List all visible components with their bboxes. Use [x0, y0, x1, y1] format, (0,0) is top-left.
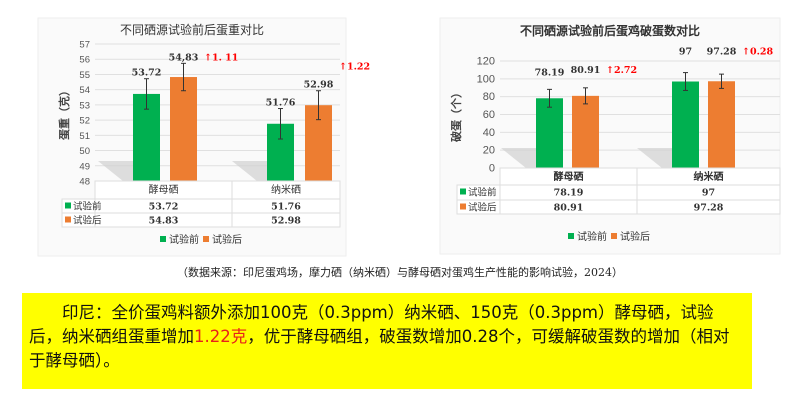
y-tick-label: 57	[79, 40, 90, 51]
increase-annotation: ↑1. 11	[204, 52, 238, 63]
table-cell: 97	[702, 188, 715, 199]
legend-key	[460, 203, 466, 210]
bar-shadow	[501, 148, 536, 168]
category-label: 纳米硒	[271, 183, 301, 196]
table-cell: 78.19	[554, 188, 584, 199]
legend-key	[65, 202, 71, 209]
category-label: 酵母硒	[554, 170, 584, 183]
y-axis-label: 破蛋（个）	[449, 87, 463, 142]
bar-shadow	[637, 148, 672, 168]
y-tick-label: 0	[489, 163, 495, 175]
bar-shadow	[98, 161, 133, 181]
data-label: 80.91	[571, 65, 601, 76]
y-tick-label: 60	[483, 109, 495, 121]
y-tick-label: 48	[79, 177, 90, 188]
summary-note: 印尼：全价蛋鸡料额外添加100克（0.3ppm）纳米硒、150克（0.3ppm）…	[22, 293, 752, 389]
row-label: 试验后	[468, 202, 497, 214]
data-label: 53.72	[132, 68, 162, 79]
category-label: 酵母硒	[149, 184, 179, 196]
legend-label: 试验前	[577, 230, 607, 243]
table-cell: 51.76	[271, 202, 301, 213]
increase-annotation: ↑0.28	[742, 46, 773, 57]
legend-swatch	[611, 233, 617, 239]
y-axis-label: 蛋重（克）	[57, 85, 71, 140]
table-cell: 53.72	[149, 202, 179, 213]
legend-swatch	[160, 236, 166, 242]
increase-annotation: ↑1.22	[339, 62, 370, 73]
data-label: 52.98	[304, 80, 334, 91]
y-tick-label: 52	[79, 116, 90, 127]
table-cell: 97.28	[694, 203, 724, 214]
legend-label: 试验后	[212, 233, 242, 246]
y-tick-label: 54	[79, 85, 90, 96]
bar-1-1	[708, 81, 735, 168]
table-cell: 54.83	[149, 216, 179, 227]
data-label: 78.19	[535, 67, 565, 78]
bar-1-0	[170, 77, 197, 181]
data-label: 97.28	[707, 46, 737, 57]
y-tick-label: 100	[477, 73, 495, 85]
y-tick-label: 49	[79, 161, 90, 172]
row-label: 试验后	[73, 215, 102, 227]
y-tick-label: 20	[483, 145, 495, 157]
legend-swatch	[203, 236, 209, 242]
category-label: 纳米硒	[694, 170, 724, 183]
data-label: 54,83	[169, 52, 199, 63]
egg-weight-chart: 不同硒源试验前后蛋重对比 48 49 50 51 52 53 54 55 56 57 蛋重（克） 53.…	[37, 17, 370, 257]
y-tick-label: 56	[79, 55, 90, 66]
legend-label: 试验前	[169, 233, 199, 246]
note-text-2: ，优于酵母硒组，破蛋数增加0.28个，可缓解破蛋数的增加（相对于酵母硒）。	[29, 327, 730, 370]
legend-key	[65, 216, 71, 223]
table-cell: 52.98	[271, 216, 301, 227]
data-label: 51.76	[266, 98, 296, 109]
row-label: 试验前	[73, 201, 102, 213]
bar-shadow	[232, 161, 267, 181]
y-tick-label: 120	[477, 56, 495, 68]
y-tick-label: 40	[483, 127, 495, 139]
legend-key	[460, 188, 466, 195]
broken-eggs-chart: 不同硒源试验前后蛋鸡破蛋数对比 0 20 40 60 80 100 120 破蛋（个） 78.19…	[439, 17, 781, 255]
y-tick-label: 55	[79, 70, 90, 81]
note-text-1: 印尼：全价蛋鸡料额外添加100克（0.3ppm）纳米硒、150克（0.3ppm）…	[29, 303, 714, 346]
chart-title: 不同硒源试验前后蛋重对比	[120, 22, 264, 37]
bar-0-0	[536, 98, 563, 168]
bar-1-0	[572, 95, 599, 168]
legend-label: 试验后	[620, 230, 650, 243]
y-tick-label: 51	[79, 131, 90, 142]
y-tick-label: 50	[79, 146, 90, 157]
bar-0-1	[672, 81, 699, 168]
y-tick-label: 53	[79, 100, 90, 111]
table-header	[499, 167, 781, 186]
y-tick-label: 80	[483, 91, 495, 103]
increase-annotation: ↑2.72	[606, 65, 637, 76]
data-label: 97	[679, 47, 692, 58]
row-label: 试验前	[468, 187, 497, 199]
table-cell: 80.91	[554, 203, 584, 214]
data-source-caption: （数据来源：印尼蛋鸡场，摩力硒（纳米硒）与酵母硒对蛋鸡生产性能的影响试验，202…	[177, 266, 623, 279]
note-highlight: 1.22克	[194, 327, 248, 346]
chart-title: 不同硒源试验前后蛋鸡破蛋数对比	[520, 23, 700, 38]
legend-swatch	[568, 233, 574, 239]
